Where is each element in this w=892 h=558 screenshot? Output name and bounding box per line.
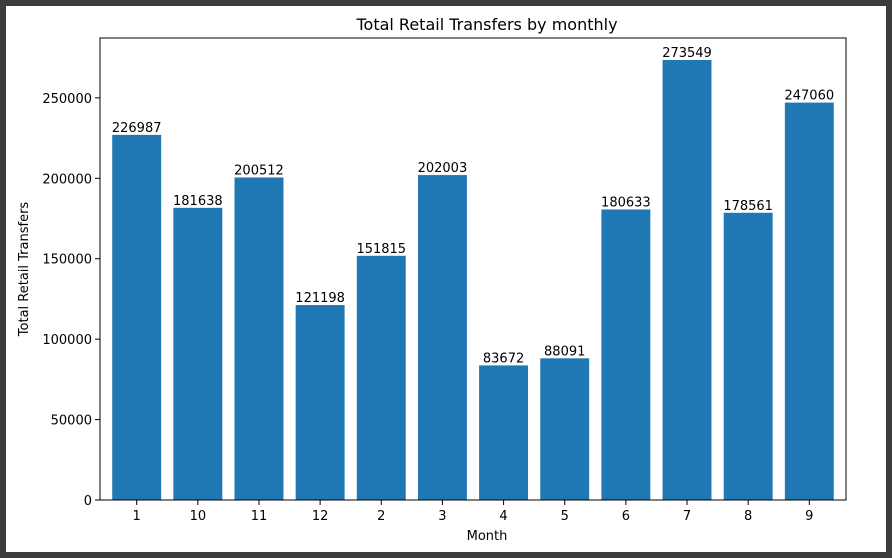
data-label-month-6: 180633: [601, 195, 651, 210]
x-tick-label: 7: [683, 509, 691, 524]
data-label-month-10: 181638: [173, 194, 223, 209]
x-tick-label: 6: [622, 509, 630, 524]
bar-month-11: [234, 177, 284, 500]
bar-month-7: [662, 59, 712, 501]
y-axis-title: Total Retail Transfers: [17, 202, 32, 338]
data-label-month-11: 200512: [234, 163, 284, 178]
data-label-month-7: 273549: [662, 46, 712, 61]
y-axis-ticks: 0 50000 100000 150000 200000 250000: [42, 92, 100, 509]
y-tick-label: 250000: [42, 92, 92, 107]
data-label-month-3: 202003: [418, 161, 468, 176]
data-label-month-2: 151815: [356, 242, 406, 257]
y-tick-label: 100000: [42, 333, 92, 348]
bar-month-10: [173, 207, 223, 500]
x-tick-label: 11: [251, 509, 268, 524]
data-label-month-9: 247060: [784, 89, 834, 104]
bar-month-3: [417, 175, 467, 500]
x-tick-label: 1: [133, 509, 141, 524]
bar-month-8: [723, 212, 773, 501]
bar-month-9: [784, 102, 834, 500]
x-tick-label: 10: [190, 509, 207, 524]
y-tick-label: 0: [84, 494, 92, 509]
data-label-month-4: 83672: [483, 351, 524, 366]
data-label-month-12: 121198: [295, 291, 345, 306]
y-tick-label: 150000: [42, 253, 92, 268]
plot-area-frame: [99, 37, 847, 501]
data-labels-layer: 226987 181638 200512 121198 151815 202003 8367…: [112, 46, 834, 366]
bar-month-1: [112, 134, 162, 500]
bars-layer: [112, 59, 834, 501]
x-tick-label: 8: [744, 509, 752, 524]
x-axis-ticks: 1 10 11 12 2 3 4 5 6 7 8 9: [133, 500, 813, 524]
y-tick-label: 50000: [51, 414, 92, 429]
x-axis-title: Month: [467, 529, 508, 544]
bar-month-4: [479, 365, 529, 500]
x-tick-label: 12: [312, 509, 329, 524]
data-label-month-1: 226987: [112, 121, 162, 136]
x-tick-label: 4: [499, 509, 507, 524]
x-tick-label: 2: [377, 509, 385, 524]
data-label-month-8: 178561: [723, 199, 773, 214]
chart-title: Total Retail Transfers by monthly: [355, 15, 617, 34]
x-tick-label: 3: [438, 509, 446, 524]
y-tick-label: 200000: [42, 172, 92, 187]
x-tick-label: 5: [561, 509, 569, 524]
bar-month-6: [601, 209, 651, 500]
bar-month-12: [295, 305, 345, 500]
bar-month-5: [540, 358, 590, 500]
x-tick-label: 9: [805, 509, 813, 524]
bar-month-2: [356, 255, 406, 500]
data-label-month-5: 88091: [544, 344, 585, 359]
figure-window: Total Retail Transfers by monthly 226987…: [6, 6, 886, 552]
bar-chart: Total Retail Transfers by monthly 226987…: [17, 15, 847, 544]
